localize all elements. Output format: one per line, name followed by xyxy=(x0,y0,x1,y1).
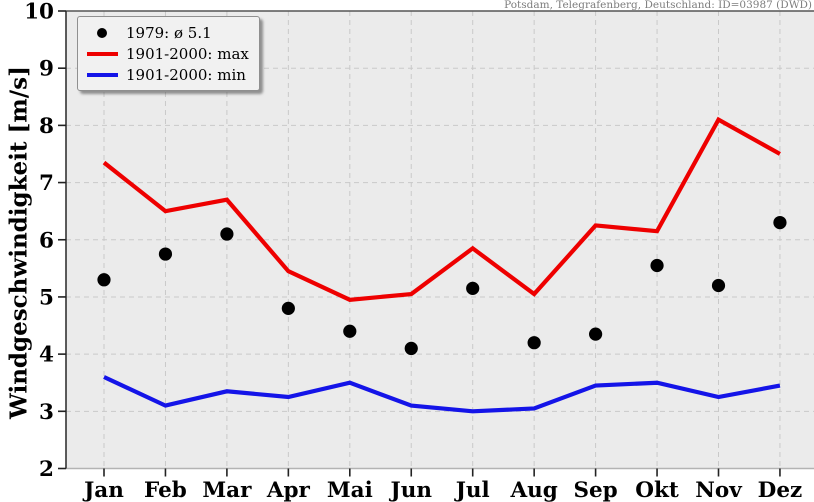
legend: 1979: ø 5.1 1901-2000: max 1901-2000: mi… xyxy=(77,16,260,91)
data-point-1979 xyxy=(466,281,480,295)
x-tick-label: Mai xyxy=(327,478,373,502)
x-tick-label: Sep xyxy=(573,478,617,502)
station-label: Potsdam, Telegrafenberg, Deutschland: ID… xyxy=(504,0,812,11)
y-tick-label: 4 xyxy=(39,343,54,368)
max-line-swatch-icon xyxy=(78,51,126,56)
x-tick-label: Jul xyxy=(454,478,490,502)
y-tick-label: 10 xyxy=(24,0,54,25)
legend-item-1979: 1979: ø 5.1 xyxy=(78,22,249,43)
min-line-swatch-icon xyxy=(78,72,126,77)
data-point-1979 xyxy=(220,227,234,241)
y-tick-label: 6 xyxy=(39,228,54,253)
x-tick-label: Apr xyxy=(266,478,311,502)
y-tick-label: 7 xyxy=(39,171,54,196)
legend-label-1979: 1979: ø 5.1 xyxy=(126,23,212,42)
x-tick-label: Jan xyxy=(82,478,124,502)
data-point-1979 xyxy=(158,247,173,261)
data-point-1979 xyxy=(773,215,787,230)
y-tick-label: 8 xyxy=(39,114,54,139)
x-tick-label: Aug xyxy=(509,478,557,502)
data-point-1979 xyxy=(343,324,357,338)
y-tick-label: 2 xyxy=(39,457,54,482)
x-tick-label: Nov xyxy=(695,478,743,502)
series-line-max xyxy=(102,116,781,302)
x-tick-label: Mar xyxy=(202,478,252,502)
scatter-marker-icon xyxy=(78,27,126,38)
legend-item-max: 1901-2000: max xyxy=(78,43,249,64)
data-point-1979 xyxy=(404,341,418,356)
x-tick-label: Okt xyxy=(635,478,679,502)
legend-label-min: 1901-2000: min xyxy=(126,65,246,84)
y-tick-label: 5 xyxy=(39,285,54,310)
legend-label-max: 1901-2000: max xyxy=(126,44,249,63)
y-tick-label: 9 xyxy=(39,57,54,82)
data-point-1979 xyxy=(650,258,664,273)
data-point-1979 xyxy=(711,278,726,293)
series-line-min xyxy=(103,375,781,414)
data-point-1979 xyxy=(589,327,603,341)
data-point-1979 xyxy=(97,273,111,287)
x-tick-label: Jun xyxy=(389,478,433,502)
data-point-1979 xyxy=(281,301,295,315)
y-axis-label: Windgeschwindigkeit [m/s] xyxy=(5,66,33,419)
legend-item-min: 1901-2000: min xyxy=(78,64,249,85)
y-tick-label: 3 xyxy=(39,400,54,425)
x-tick-label: Dez xyxy=(758,478,803,502)
x-tick-label: Feb xyxy=(144,478,187,502)
data-point-1979 xyxy=(527,336,541,350)
